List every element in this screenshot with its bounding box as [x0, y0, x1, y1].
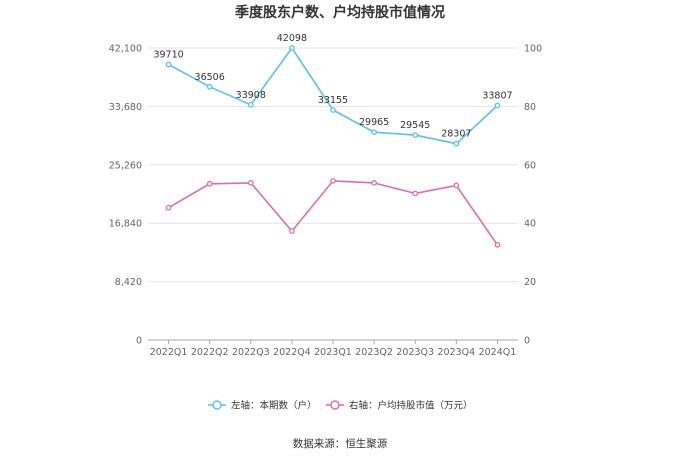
- right-axis-tick-label: 0: [524, 336, 530, 347]
- data-label: 33155: [318, 95, 348, 106]
- grid-lines: [148, 47, 518, 283]
- data-point: [412, 190, 419, 197]
- legend-label: 左轴：本期数（户）: [231, 400, 317, 412]
- x-axis-tick-label: 2022Q4: [273, 347, 311, 358]
- legend-item-1[interactable]: 左轴：本期数（户）: [208, 400, 317, 412]
- data-point: [453, 140, 460, 147]
- series-line-2: [168, 180, 499, 246]
- data-point: [165, 61, 172, 68]
- data-point: [206, 180, 213, 187]
- data-label: 39710: [153, 50, 183, 61]
- right-axis-tick-label: 100: [524, 44, 542, 55]
- data-point: [330, 107, 336, 113]
- left-axis-tick-label: 42,100: [109, 44, 142, 55]
- data-label: 29965: [359, 117, 389, 128]
- right-axis-tick-label: 40: [524, 219, 536, 230]
- data-point: [494, 102, 501, 109]
- data-point: [494, 241, 501, 248]
- x-axis-tick-label: 2024Q1: [479, 347, 517, 358]
- left-axis-tick-label: 25,260: [109, 160, 142, 171]
- data-point: [330, 178, 336, 184]
- legend-label: 右轴：户均持股市值（万元）: [349, 400, 473, 412]
- x-axis-tick-label: 2023Q4: [437, 347, 475, 358]
- left-axis-tick-label: 33,680: [109, 102, 142, 113]
- x-axis-tick-label: 2022Q3: [232, 347, 270, 358]
- data-point: [371, 129, 377, 136]
- data-labels: 39710 36506 33908 42098 33155 29965 29545 28307…: [153, 33, 512, 140]
- left-axis-tick-label: 8,420: [115, 277, 142, 288]
- data-label: 28307: [441, 129, 471, 140]
- data-point: [371, 180, 377, 186]
- data-label: 36506: [195, 72, 225, 83]
- legend-marker: [212, 400, 222, 410]
- source-note: 数据来源：恒生聚源: [293, 437, 388, 450]
- data-point: [289, 45, 295, 51]
- data-label: 33807: [482, 91, 512, 102]
- axes: 0 8,420 16,840 25,260 33,680 42,100 0 20 40 60 80 1…: [109, 44, 542, 359]
- legend-item-2[interactable]: 右轴：户均持股市值（万元）: [326, 400, 473, 412]
- legend[interactable]: 左轴：本期数（户） 右轴：户均持股市值（万元）: [208, 400, 473, 412]
- left-axis-tick-label: 16,840: [109, 219, 142, 230]
- data-point: [247, 101, 254, 108]
- data-point: [206, 83, 213, 90]
- left-axis-tick-label: 0: [136, 336, 142, 347]
- data-point: [412, 132, 419, 138]
- data-point: [453, 182, 460, 189]
- x-axis-tick-label: 2023Q3: [396, 347, 434, 358]
- x-axis-tick-label: 2023Q2: [355, 347, 393, 358]
- right-axis-tick-label: 60: [524, 160, 536, 171]
- right-axis-tick-label: 20: [524, 277, 536, 288]
- data-point: [247, 180, 254, 186]
- x-axis-tick-label: 2022Q2: [191, 347, 229, 358]
- data-label: 42098: [277, 33, 307, 44]
- data-point: [165, 204, 172, 211]
- data-label: 33908: [236, 90, 266, 101]
- data-label: 29545: [400, 120, 430, 131]
- data-point: [289, 228, 295, 234]
- series: [165, 45, 501, 248]
- legend-marker: [330, 400, 340, 410]
- right-axis-tick-label: 80: [524, 102, 536, 113]
- x-axis-tick-label: 2023Q1: [314, 347, 352, 358]
- chart-title: 季度股东户数、户均持股市值情况: [234, 4, 445, 21]
- x-axis-tick-label: 2022Q1: [150, 347, 188, 358]
